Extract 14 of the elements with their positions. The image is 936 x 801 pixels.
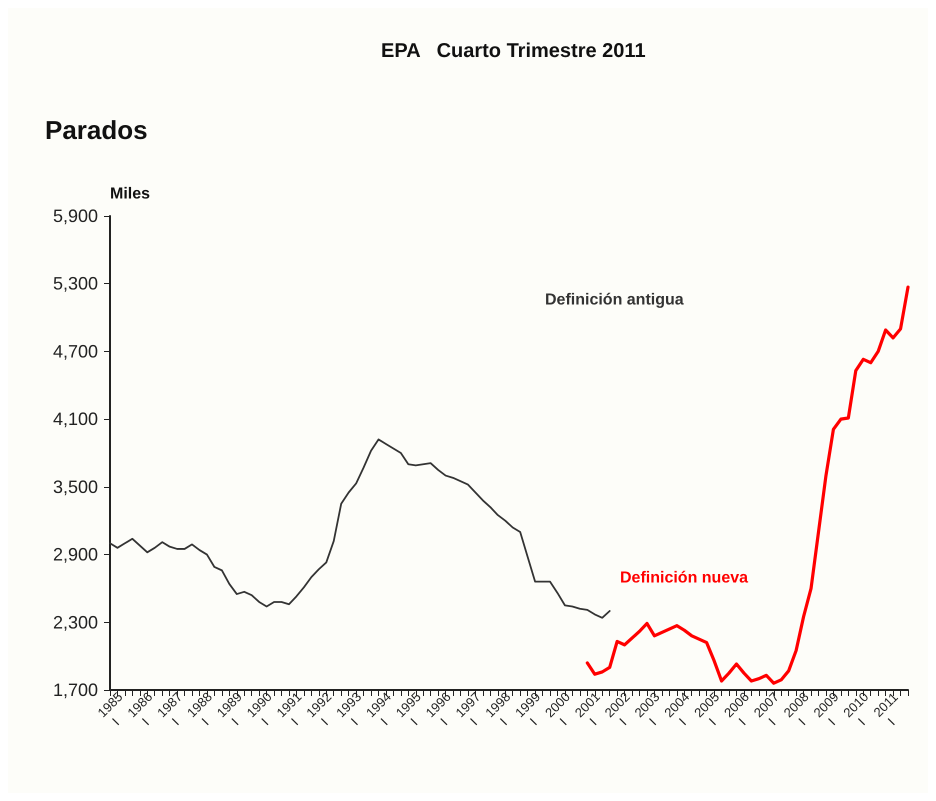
- y-tick-label: 2,900: [52, 544, 98, 565]
- text: Definición antigua: [545, 292, 684, 308]
- y-tick-label: 5,900: [52, 206, 98, 226]
- y-tick-label: 4,700: [52, 341, 98, 362]
- y-axis-title: Miles: [110, 186, 150, 202]
- line-series: [109, 438, 611, 619]
- y-tick-label: 4,100: [52, 409, 98, 430]
- y-tick-label: 3,500: [52, 476, 98, 497]
- y-tick-label: 5,300: [52, 274, 98, 294]
- y-tick-label: 1,700: [52, 680, 98, 700]
- chart-title: EPA Cuarto Trimestre 2011: [381, 40, 646, 62]
- y-tick-label: 2,300: [52, 612, 98, 632]
- chart-subtitle: Parados: [45, 115, 148, 145]
- text: Definición nueva: [620, 570, 748, 586]
